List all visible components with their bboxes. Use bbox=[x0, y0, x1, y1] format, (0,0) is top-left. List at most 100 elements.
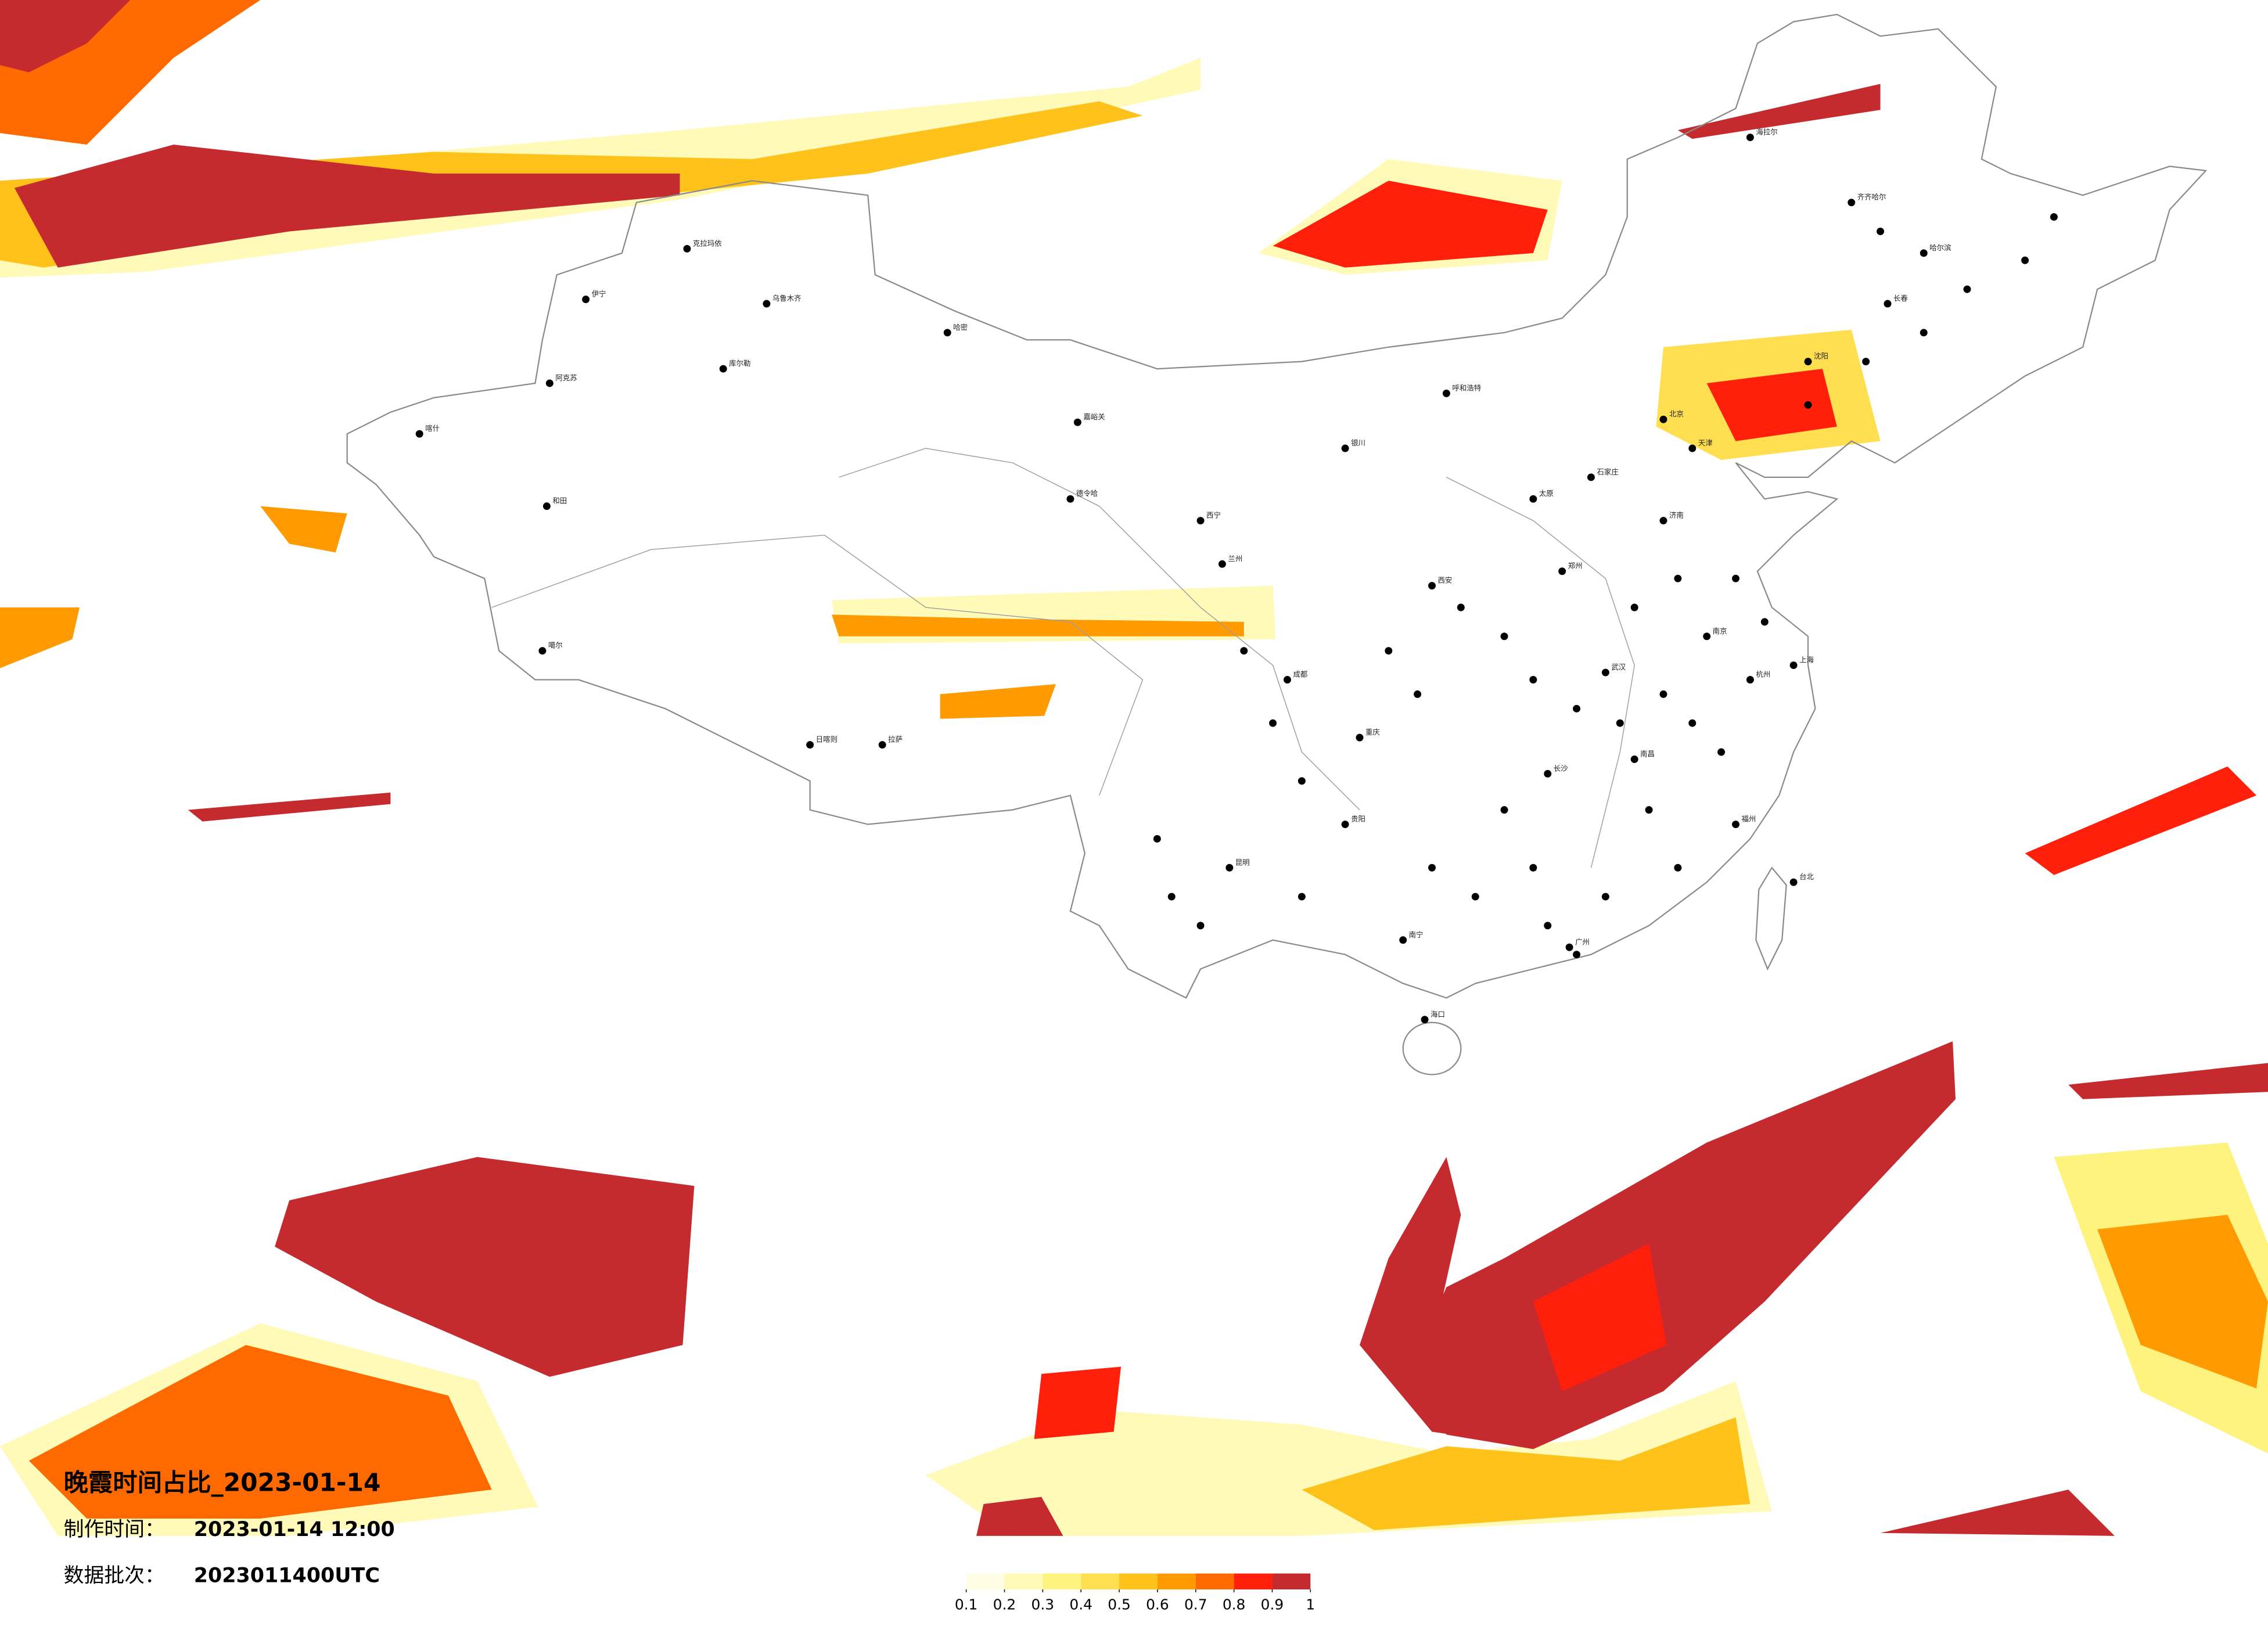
city-dot bbox=[1167, 893, 1176, 901]
city-dot bbox=[1073, 418, 1081, 426]
china-border bbox=[346, 13, 2208, 1075]
city-dot bbox=[1573, 951, 1581, 959]
sunset-region bbox=[14, 145, 680, 268]
city-label: 济南 bbox=[1669, 511, 1684, 520]
city-dot bbox=[683, 244, 691, 253]
city-dot bbox=[1717, 748, 1726, 756]
city-label: 日喀则 bbox=[816, 735, 838, 744]
sunset-region bbox=[2025, 766, 2257, 875]
city-dot bbox=[1804, 401, 1812, 409]
sunset-region bbox=[1880, 1490, 2115, 1536]
city-label: 南宁 bbox=[1409, 930, 1424, 939]
city-dot bbox=[1601, 668, 1609, 677]
city-dot bbox=[545, 379, 553, 387]
city-dot bbox=[1356, 733, 1364, 742]
sunset-region bbox=[1273, 181, 1548, 268]
city-label: 武汉 bbox=[1611, 663, 1626, 671]
city-dot bbox=[1789, 661, 1798, 670]
city-label: 上海 bbox=[1799, 656, 1814, 664]
info-label: 制作时间： bbox=[64, 1518, 165, 1541]
mainland-outline bbox=[346, 13, 2208, 999]
city-dot bbox=[1500, 806, 1508, 814]
city-label: 福州 bbox=[1741, 815, 1756, 823]
city-label: 哈密 bbox=[953, 323, 968, 332]
colorbar-tick-label: 0.6 bbox=[1146, 1596, 1169, 1613]
city-dot bbox=[1457, 603, 1465, 611]
city-label: 噶尔 bbox=[548, 641, 563, 650]
city-dot bbox=[1341, 444, 1349, 452]
sunset-region bbox=[1034, 1366, 1122, 1439]
city-label: 南京 bbox=[1713, 627, 1727, 635]
city-dot bbox=[1659, 415, 1667, 423]
sunset-region bbox=[2097, 1214, 2268, 1388]
city-label: 西安 bbox=[1437, 576, 1452, 585]
colorbar-tick-label: 0.5 bbox=[1108, 1596, 1131, 1613]
city-label: 长沙 bbox=[1554, 764, 1568, 772]
city-dot bbox=[1746, 676, 1754, 684]
sunset-region bbox=[260, 506, 347, 553]
sunset-region bbox=[188, 792, 391, 822]
city-dot bbox=[1196, 922, 1205, 930]
sunset-region bbox=[976, 1497, 1063, 1536]
sunset-region bbox=[831, 614, 1244, 636]
city-label: 太原 bbox=[1539, 489, 1554, 498]
city-label: 喀什 bbox=[425, 424, 440, 433]
sunset-region bbox=[1677, 84, 1881, 139]
colorbar-tick-label: 1 bbox=[1306, 1596, 1315, 1613]
city-dot bbox=[806, 741, 814, 749]
city-dot bbox=[1587, 473, 1595, 481]
city-label: 北京 bbox=[1669, 409, 1684, 418]
taiwan-outline bbox=[1755, 866, 1787, 971]
city-dot bbox=[1920, 329, 1928, 337]
city-label: 兰州 bbox=[1228, 554, 1242, 563]
colorbar-tick-label: 0.8 bbox=[1223, 1596, 1246, 1613]
city-dot bbox=[1428, 582, 1436, 590]
city-dot bbox=[582, 296, 590, 303]
city-dot bbox=[1848, 199, 1856, 207]
city-dot bbox=[1385, 647, 1393, 655]
city-dot bbox=[1558, 567, 1566, 575]
info-label: 数据批次： bbox=[64, 1564, 165, 1588]
city-dot bbox=[1732, 574, 1739, 582]
city-label: 德令哈 bbox=[1076, 489, 1098, 498]
colorbar-swatch bbox=[1119, 1573, 1158, 1589]
city-dot bbox=[415, 430, 423, 438]
city-dot bbox=[1963, 285, 1971, 293]
city-dot bbox=[1529, 864, 1537, 872]
colorbar-swatch bbox=[1043, 1573, 1081, 1589]
city-dot bbox=[1399, 936, 1407, 944]
city-dot bbox=[1428, 864, 1436, 872]
city-dot bbox=[719, 365, 727, 373]
city-label: 嘉峪关 bbox=[1083, 412, 1105, 421]
city-dot bbox=[1760, 618, 1769, 626]
city-dot bbox=[878, 741, 886, 749]
province-line bbox=[1446, 477, 1635, 868]
colorbar-tick-label: 0.1 bbox=[955, 1596, 978, 1613]
city-dot bbox=[1341, 821, 1349, 829]
city-dot bbox=[1674, 574, 1682, 582]
city-dot bbox=[1297, 777, 1306, 785]
city-dot bbox=[1421, 1016, 1429, 1024]
city-dot bbox=[1659, 517, 1667, 525]
city-dot bbox=[1659, 690, 1667, 698]
map-title: 晚霞时间占比_2023-01-14 bbox=[64, 1469, 381, 1497]
city-dot bbox=[1703, 632, 1711, 641]
city-dot bbox=[1645, 806, 1653, 814]
city-label: 广州 bbox=[1575, 937, 1590, 946]
city-dot bbox=[1284, 676, 1291, 684]
city-label: 伊宁 bbox=[592, 290, 606, 298]
city-dot bbox=[538, 647, 547, 655]
sunset-region bbox=[2068, 1063, 2268, 1099]
colorbar-swatch bbox=[1004, 1573, 1043, 1589]
city-dot bbox=[1066, 495, 1074, 503]
colorbar-tick-label: 0.2 bbox=[993, 1596, 1016, 1613]
city-dot bbox=[1732, 821, 1739, 829]
colorbar-swatch bbox=[1157, 1573, 1196, 1589]
city-dot bbox=[542, 502, 551, 510]
colorbar-tick-label: 0.7 bbox=[1184, 1596, 1207, 1613]
sunset-region bbox=[1533, 1243, 1666, 1391]
city-dot bbox=[1471, 893, 1479, 901]
colorbar-swatch bbox=[1195, 1573, 1234, 1589]
